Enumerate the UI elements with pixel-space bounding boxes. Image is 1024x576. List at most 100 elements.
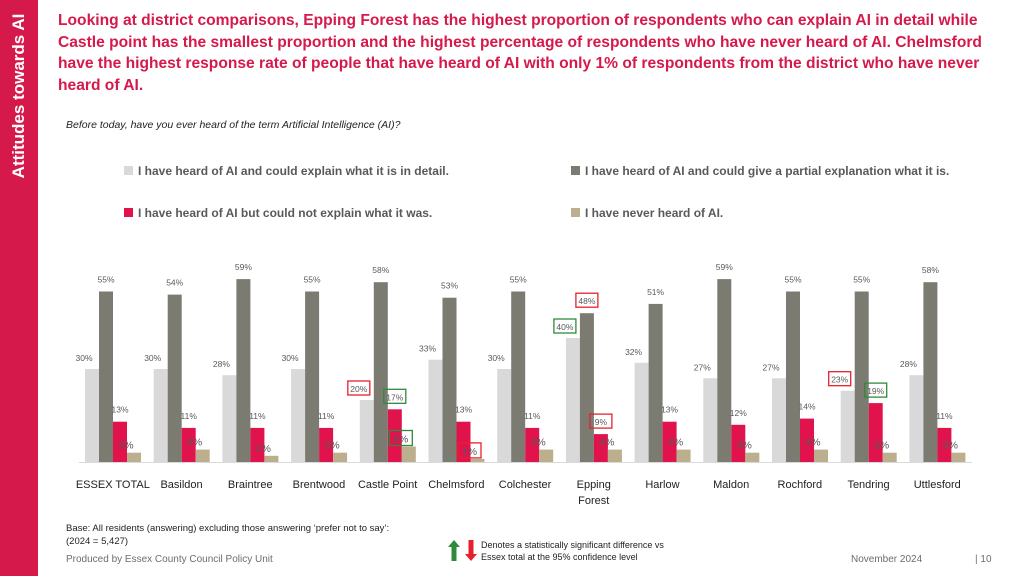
bar-s1-c1 xyxy=(167,294,182,462)
bar-s1-c4 xyxy=(373,282,388,462)
data-label-s1-c5: 53% xyxy=(441,281,458,291)
data-label-s3-c8: 4% xyxy=(668,437,683,449)
legend-label-never: I have never heard of AI. xyxy=(585,206,724,220)
data-label-s2-c8: 13% xyxy=(661,405,678,415)
data-label-s1-c9: 59% xyxy=(716,262,733,272)
data-label-s0-c12: 28% xyxy=(900,359,917,369)
category-label-c8: Harlow xyxy=(645,479,679,491)
bar-s0-c3 xyxy=(291,369,306,462)
data-label-s3-c5: 1% xyxy=(462,446,477,458)
bar-s2-c8 xyxy=(662,421,677,462)
bar-s3-c10 xyxy=(814,449,828,462)
bar-s0-c11 xyxy=(840,390,855,462)
bar-s1-c7 xyxy=(579,313,594,462)
bar-s3-c1 xyxy=(195,449,210,462)
data-label-s2-c6: 11% xyxy=(524,411,541,421)
significance-box-s0-c11 xyxy=(828,371,852,387)
bar-s2-c5 xyxy=(456,421,471,462)
headline: Looking at district comparisons, Epping … xyxy=(58,12,982,94)
category-label-c9: Maldon xyxy=(713,479,749,491)
data-label-s2-c9: 12% xyxy=(730,408,747,418)
bar-s3-c0 xyxy=(127,452,141,462)
data-label-s2-c0: 13% xyxy=(111,405,128,415)
data-label-s2-c11: 19% xyxy=(867,386,884,396)
bar-s0-c5 xyxy=(428,359,443,462)
data-label-s0-c6: 30% xyxy=(488,353,505,363)
data-label-s3-c4: 5% xyxy=(393,434,408,446)
arrow-up-icon xyxy=(448,540,460,561)
data-label-s2-c10: 14% xyxy=(798,402,815,412)
bar-s3-c11 xyxy=(882,452,897,462)
significance-box-s0-c7 xyxy=(553,318,577,334)
category-label-c12: Uttlesford xyxy=(914,479,961,491)
data-label-s3-c0: 3% xyxy=(118,440,133,452)
bar-s0-c2 xyxy=(222,375,237,462)
data-label-s1-c10: 55% xyxy=(784,275,801,285)
data-label-s3-c12: 3% xyxy=(943,440,958,452)
legend-item-partial: I have heard of AI and could give a part… xyxy=(571,164,949,178)
bar-s0-c0 xyxy=(85,369,99,462)
bar-s2-c4 xyxy=(387,409,402,462)
bar-s0-c1 xyxy=(153,369,168,462)
bar-s1-c10 xyxy=(786,291,800,462)
data-label-s0-c8: 32% xyxy=(625,347,642,357)
data-label-s1-c3: 55% xyxy=(304,275,321,285)
significance-box-s2-c11 xyxy=(864,382,888,398)
bar-s2-c11 xyxy=(868,403,883,462)
bar-s3-c6 xyxy=(539,449,554,462)
data-label-s0-c7: 40% xyxy=(556,322,573,332)
bar-s3-c12 xyxy=(951,452,966,462)
data-label-s2-c4: 17% xyxy=(386,392,403,402)
bar-s2-c0 xyxy=(113,421,127,462)
category-label-c3: Brentwood xyxy=(293,479,346,491)
bar-s3-c2 xyxy=(264,455,279,462)
category-label-c1: Basildon xyxy=(160,479,202,491)
page-number: | 10 xyxy=(975,554,992,565)
bar-s3-c9 xyxy=(745,452,760,462)
legend-label-partial: I have heard of AI and could give a part… xyxy=(585,164,950,178)
significance-icons xyxy=(447,540,477,567)
legend-swatch-never xyxy=(571,208,580,217)
data-label-s2-c1: 11% xyxy=(181,411,198,421)
data-label-s0-c11: 23% xyxy=(831,375,848,385)
significance-box-s1-c7 xyxy=(575,292,599,308)
data-label-s0-c1: 30% xyxy=(144,353,161,363)
data-label-s2-c3: 11% xyxy=(318,411,335,421)
significance-box-s3-c4 xyxy=(388,429,413,447)
bar-s1-c11 xyxy=(854,291,869,462)
data-label-s1-c7: 48% xyxy=(578,296,595,306)
bar-s2-c2 xyxy=(250,427,265,462)
legend-item-never: I have never heard of AI. xyxy=(571,206,723,220)
bar-s3-c4 xyxy=(401,446,416,462)
bar-s0-c9 xyxy=(703,378,718,462)
data-label-s2-c5: 13% xyxy=(455,405,472,415)
bar-s3-c3 xyxy=(333,452,348,462)
bar-s1-c3 xyxy=(305,291,320,462)
significance-arrows-icon xyxy=(448,540,477,561)
bar-s0-c7 xyxy=(565,338,580,462)
legend-swatch-could-not xyxy=(124,208,133,217)
bar-s2-c12 xyxy=(937,427,952,462)
significance-note-line-1: Denotes a statistically significant diff… xyxy=(481,540,664,550)
legend-swatch-partial xyxy=(571,166,580,175)
category-label-c7: Epping xyxy=(577,479,611,491)
data-label-s3-c6: 4% xyxy=(531,437,546,449)
category-label-c11: Tendring xyxy=(847,479,889,491)
data-label-s3-c10: 4% xyxy=(805,437,820,449)
bar-s1-c5 xyxy=(442,297,457,462)
significance-box-s0-c4 xyxy=(347,380,371,396)
bar-s3-c8 xyxy=(676,449,691,462)
data-label-s0-c5: 33% xyxy=(419,344,436,354)
data-label-s2-c7: 9% xyxy=(595,417,608,427)
data-label-s3-c7: 4% xyxy=(599,437,614,449)
bar-s1-c6 xyxy=(511,291,526,462)
data-label-s3-c2: 2% xyxy=(256,443,271,455)
data-label-s2-c12: 11% xyxy=(936,411,953,421)
category-label-c4: Castle Point xyxy=(358,479,417,491)
bar-s2-c1 xyxy=(181,427,196,462)
data-label-s1-c0: 55% xyxy=(97,275,114,285)
arrow-down-icon xyxy=(465,540,477,561)
significance-box-s2-c7 xyxy=(589,413,613,429)
data-label-s3-c9: 3% xyxy=(737,440,752,452)
